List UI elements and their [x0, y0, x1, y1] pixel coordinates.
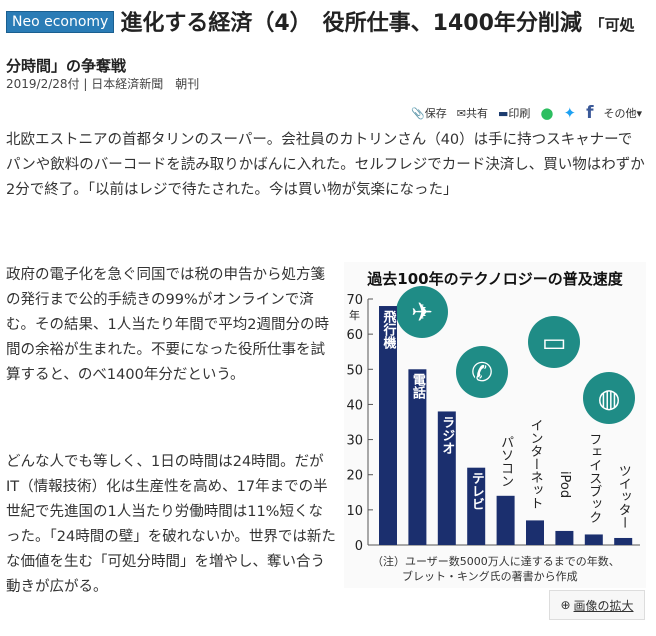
- globe-icon: ◍: [598, 384, 621, 414]
- bar-label: 飛行機: [381, 310, 398, 350]
- paperclip-icon: 📎: [411, 107, 425, 120]
- bar-label: iPod: [557, 471, 572, 498]
- chart-note: （注）ユーザー数5000万人に達するまでの年数、: [372, 554, 620, 568]
- paragraph: 政府の電子化を急ぐ同国では税の申告から処方箋の発行まで公的手続きの99%がオンラ…: [6, 267, 329, 383]
- image-zoom-button[interactable]: ⊕ 画像の拡大: [549, 590, 645, 620]
- bar: [614, 537, 633, 545]
- bar: [467, 467, 486, 545]
- tv-icon: ▭: [542, 328, 567, 358]
- zoom-in-icon: ⊕: [560, 598, 571, 612]
- bar: [437, 411, 456, 545]
- twitter-icon[interactable]: ✦: [563, 104, 577, 122]
- bar-label: ツイッター: [616, 464, 631, 529]
- bar-label: ラジオ: [439, 415, 455, 454]
- y-tick-label: 60: [346, 328, 363, 343]
- paragraph: どんな人でも等しく、1日の時間は24時間。だがIT（情報技術）化は生産性を高め、…: [6, 454, 336, 595]
- globe-icon-circle: [583, 372, 635, 424]
- bar-label: インターネット: [528, 418, 543, 509]
- bar: [526, 520, 544, 545]
- paragraph: 北欧エストニアの首都タリンのスーパー。会社員のカトリンさん（40）は手に持つスキ…: [6, 132, 645, 198]
- bar: [496, 495, 515, 545]
- y-tick-label: 10: [346, 504, 363, 519]
- toolbar: 📎保存 ✉共有 ▬印刷 ● ✦ f その他▾: [411, 103, 642, 123]
- bar-label: パソコン: [498, 436, 513, 488]
- series-badge[interactable]: Neo economy: [6, 11, 115, 33]
- chart-title: 過去100年のテクノロジーの普及速度: [366, 270, 623, 288]
- bar: [555, 530, 574, 545]
- phone-icon: ✆: [471, 358, 493, 388]
- facebook-icon[interactable]: f: [586, 103, 594, 123]
- subtitle: 「可処分時間」の争奪戦: [6, 16, 635, 75]
- bar: [584, 534, 603, 545]
- phone-icon-circle: [456, 346, 508, 398]
- airplane-icon-circle: [396, 286, 448, 338]
- chart-note: ブレット・キング氏の著書から作成: [402, 569, 578, 583]
- article-meta: 2019/2/28付 | 日本経済新聞 朝刊: [6, 77, 200, 91]
- print-button[interactable]: ▬印刷: [497, 107, 531, 120]
- bar-label: フェイスブック: [586, 432, 601, 523]
- y-tick-label: 70: [346, 293, 363, 308]
- y-tick-label: 20: [346, 469, 363, 484]
- bar-label: テレビ: [469, 472, 484, 511]
- y-axis-label: 年: [349, 308, 360, 322]
- share-button[interactable]: ✉共有: [456, 107, 488, 120]
- mail-icon: ✉: [456, 107, 466, 120]
- printer-icon: ▬: [497, 107, 509, 120]
- article-title: Neo economy 進化する経済（4） 役所仕事、1400年分削減 「可処分時…: [6, 11, 635, 75]
- evernote-icon[interactable]: ●: [540, 104, 554, 122]
- bar: [379, 306, 397, 545]
- tv-icon-circle: [528, 316, 580, 368]
- save-button[interactable]: 📎保存: [411, 107, 447, 120]
- chart: 過去100年のテクノロジーの普及速度 ✈ ✆ ▭ ◍ 0 10 20 30 40 50 60 70年 飛行…: [344, 262, 646, 588]
- bar-label: 電話: [410, 373, 426, 400]
- y-tick-label: 40: [346, 398, 363, 413]
- other-menu[interactable]: その他▾: [603, 107, 642, 120]
- airplane-icon: ✈: [411, 298, 433, 328]
- y-tick-label: 50: [346, 363, 363, 378]
- y-tick-label: 0: [355, 539, 363, 554]
- bar: [408, 369, 427, 545]
- y-tick-label: 30: [346, 434, 363, 449]
